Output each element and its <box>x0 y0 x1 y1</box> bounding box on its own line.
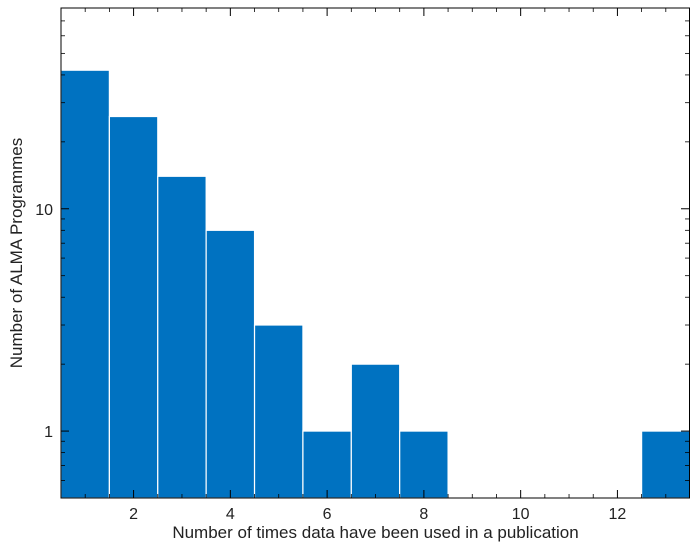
x-tick-label: 2 <box>129 506 138 523</box>
ticks-group: 2 4 6 8 10 12 1 10 <box>35 7 690 523</box>
histogram-bar-6 <box>302 430 352 499</box>
y-tick-label: 10 <box>35 202 53 219</box>
histogram-bar-1 <box>60 69 110 499</box>
y-axis-label: Number of ALMA Programmes <box>7 138 26 369</box>
x-tick-label: 8 <box>419 506 428 523</box>
histogram-bar-4 <box>205 229 256 499</box>
bars-group <box>60 69 690 499</box>
x-tick-label: 6 <box>323 506 332 523</box>
x-tick-label: 12 <box>609 506 627 523</box>
y-tick-label: 1 <box>44 424 53 441</box>
histogram-bar-3 <box>157 175 207 499</box>
histogram-bar-5 <box>253 324 304 499</box>
x-axis-label: Number of times data have been used in a… <box>172 523 578 542</box>
histogram-bar-8 <box>399 430 449 499</box>
histogram-bar-7 <box>350 363 401 499</box>
x-tick-label: 10 <box>512 506 530 523</box>
x-tick-label: 4 <box>226 506 235 523</box>
histogram-bar-13 <box>641 430 690 499</box>
histogram-bar-2 <box>108 115 159 499</box>
